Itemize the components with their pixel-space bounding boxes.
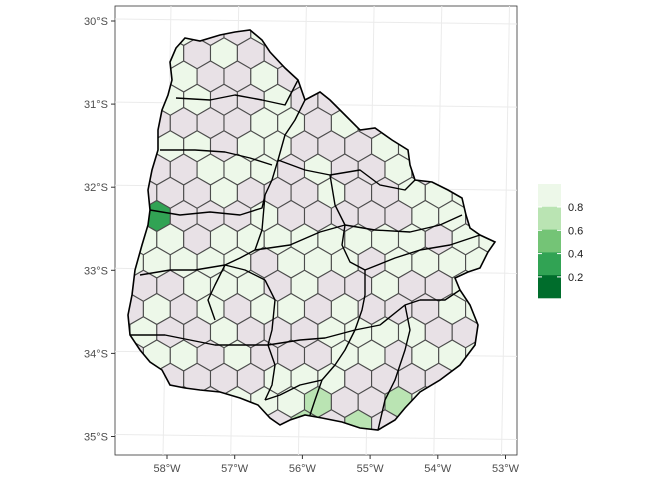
x-tick-label: 58°W bbox=[153, 463, 181, 475]
department-border bbox=[377, 304, 411, 431]
hex-cell bbox=[90, 201, 117, 232]
department-border bbox=[130, 334, 268, 346]
legend-color-step bbox=[538, 252, 561, 276]
y-tick-label: 33°S bbox=[84, 265, 108, 277]
legend-label: 0.2 bbox=[568, 272, 583, 284]
department-border bbox=[264, 344, 276, 401]
department-border bbox=[160, 149, 273, 166]
parallel-line bbox=[114, 434, 518, 440]
y-tick-label: 32°S bbox=[84, 182, 108, 194]
y-tick-label: 31°S bbox=[84, 99, 108, 111]
parallel-line bbox=[114, 18, 518, 25]
x-tick-label: 54°W bbox=[424, 463, 452, 475]
hex-cell bbox=[90, 387, 117, 418]
country-outline bbox=[127, 29, 497, 431]
legend-color-step bbox=[538, 206, 561, 230]
x-tick-label: 55°W bbox=[357, 463, 385, 475]
y-tick-label: 35°S bbox=[84, 432, 108, 444]
axes: 58°W 57°W 56°W 55°W 54°W 53°W 30°S 31°S 32°S 33°S… bbox=[84, 16, 520, 475]
department-border bbox=[344, 214, 463, 233]
department-border bbox=[207, 264, 226, 321]
department-border bbox=[277, 159, 416, 191]
legend-color-step bbox=[538, 229, 561, 253]
legend-label: 0.4 bbox=[568, 249, 583, 261]
department-border bbox=[354, 299, 421, 331]
meridian-line bbox=[501, 5, 510, 456]
department-border bbox=[420, 289, 461, 301]
department-border bbox=[329, 174, 366, 271]
hex-cell bbox=[90, 294, 117, 325]
x-tick-label: 57°W bbox=[221, 463, 249, 475]
department-borders bbox=[130, 79, 481, 431]
legend-label: 0.8 bbox=[568, 202, 583, 214]
x-tick-label: 53°W bbox=[492, 463, 520, 475]
department-border bbox=[264, 99, 306, 196]
hex-cell bbox=[90, 108, 117, 139]
y-tick-label: 34°S bbox=[84, 348, 108, 360]
x-tick-label: 56°W bbox=[289, 463, 317, 475]
y-tick-label: 30°S bbox=[84, 16, 108, 28]
legend-label: 0.6 bbox=[568, 225, 583, 237]
department-border bbox=[309, 329, 356, 416]
legend-color-step bbox=[538, 275, 561, 299]
department-border bbox=[264, 379, 323, 401]
department-border bbox=[139, 264, 266, 281]
department-border bbox=[149, 194, 266, 216]
department-border bbox=[175, 79, 299, 106]
hex-cell bbox=[344, 409, 373, 430]
hex-cell bbox=[90, 154, 117, 185]
hex-cell bbox=[90, 61, 117, 92]
department-border bbox=[254, 224, 346, 251]
department-border bbox=[364, 234, 481, 271]
legend-color-step bbox=[538, 184, 561, 208]
legend: 0.8 0.6 0.4 0.2 bbox=[538, 184, 583, 299]
department-border bbox=[264, 279, 276, 346]
